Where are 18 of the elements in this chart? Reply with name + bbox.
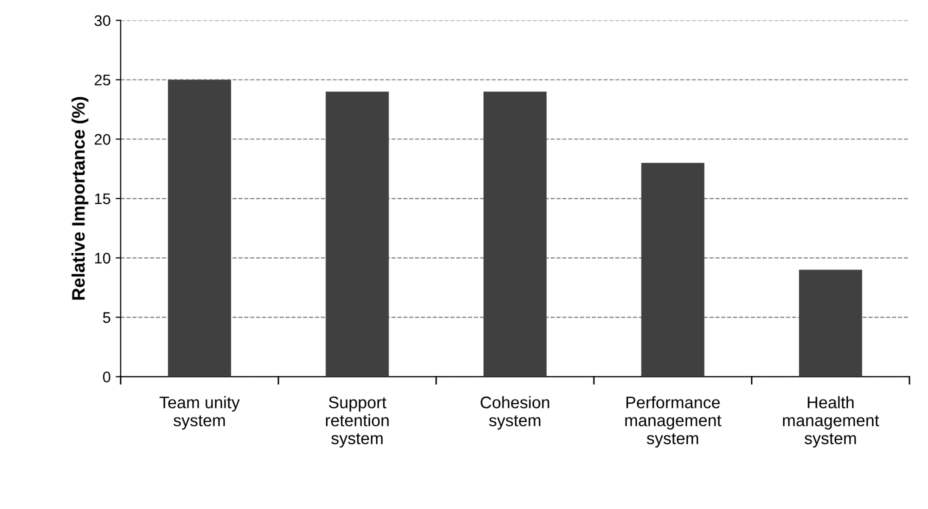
- bar: [799, 270, 862, 377]
- x-tick-label: Support retention system: [326, 396, 389, 448]
- bar: [483, 92, 547, 377]
- x-tick-label: Health management system: [783, 396, 880, 448]
- bar: [326, 92, 389, 377]
- y-tick-label: 0: [103, 372, 110, 382]
- y-tick-label: 20: [94, 134, 110, 145]
- y-tick-label: 25: [94, 74, 110, 86]
- x-tick-label: Cohesion system: [480, 396, 550, 430]
- y-axis-title: Relative Importance (%): [72, 97, 88, 300]
- y-tick-label: 30: [94, 15, 110, 26]
- y-tick-label: 5: [103, 312, 110, 323]
- x-tick-label: Team unity system: [160, 396, 240, 430]
- y-tick-label: 15: [95, 194, 110, 204]
- x-tick-label: Performance management system: [625, 396, 722, 448]
- bar: [168, 80, 232, 377]
- y-tick-label: 10: [95, 252, 110, 264]
- bar: [641, 162, 704, 377]
